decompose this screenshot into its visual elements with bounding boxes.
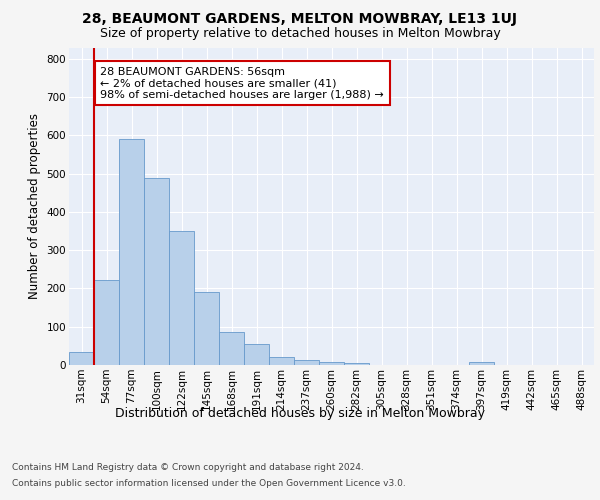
Bar <box>119 140 144 365</box>
Bar <box>144 178 169 365</box>
Bar <box>294 360 319 365</box>
Bar <box>94 280 119 365</box>
Bar <box>469 362 494 365</box>
Bar <box>244 344 269 365</box>
Y-axis label: Number of detached properties: Number of detached properties <box>28 114 41 299</box>
Text: 28, BEAUMONT GARDENS, MELTON MOWBRAY, LE13 1UJ: 28, BEAUMONT GARDENS, MELTON MOWBRAY, LE… <box>83 12 517 26</box>
Text: Size of property relative to detached houses in Melton Mowbray: Size of property relative to detached ho… <box>100 28 500 40</box>
Bar <box>69 352 94 365</box>
Bar <box>219 332 244 365</box>
Bar <box>319 362 344 365</box>
Text: 28 BEAUMONT GARDENS: 56sqm
← 2% of detached houses are smaller (41)
98% of semi-: 28 BEAUMONT GARDENS: 56sqm ← 2% of detac… <box>100 66 384 100</box>
Bar <box>194 292 219 365</box>
Bar <box>344 363 369 365</box>
Bar <box>169 231 194 365</box>
Text: Distribution of detached houses by size in Melton Mowbray: Distribution of detached houses by size … <box>115 408 485 420</box>
Bar <box>269 356 294 365</box>
Text: Contains HM Land Registry data © Crown copyright and database right 2024.: Contains HM Land Registry data © Crown c… <box>12 462 364 471</box>
Text: Contains public sector information licensed under the Open Government Licence v3: Contains public sector information licen… <box>12 479 406 488</box>
